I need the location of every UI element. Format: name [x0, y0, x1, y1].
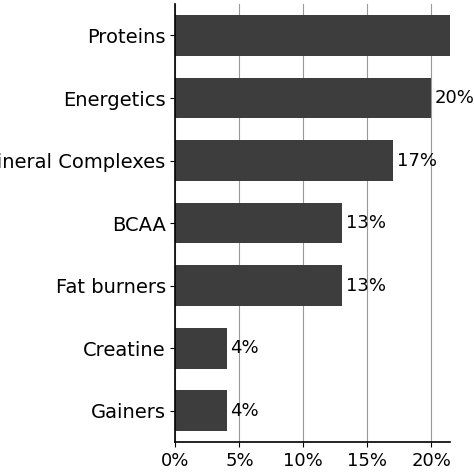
Text: 13%: 13%	[346, 277, 385, 295]
Bar	[175, 78, 431, 118]
Text: 20%: 20%	[435, 89, 474, 107]
Text: 4%: 4%	[230, 402, 259, 420]
Text: 4%: 4%	[230, 339, 259, 357]
Bar	[175, 15, 474, 56]
Bar	[175, 391, 227, 431]
Bar	[175, 140, 393, 181]
Text: 17%: 17%	[397, 152, 437, 170]
Bar	[175, 203, 342, 244]
Bar	[175, 265, 342, 306]
Text: 13%: 13%	[346, 214, 385, 232]
Bar	[175, 328, 227, 369]
